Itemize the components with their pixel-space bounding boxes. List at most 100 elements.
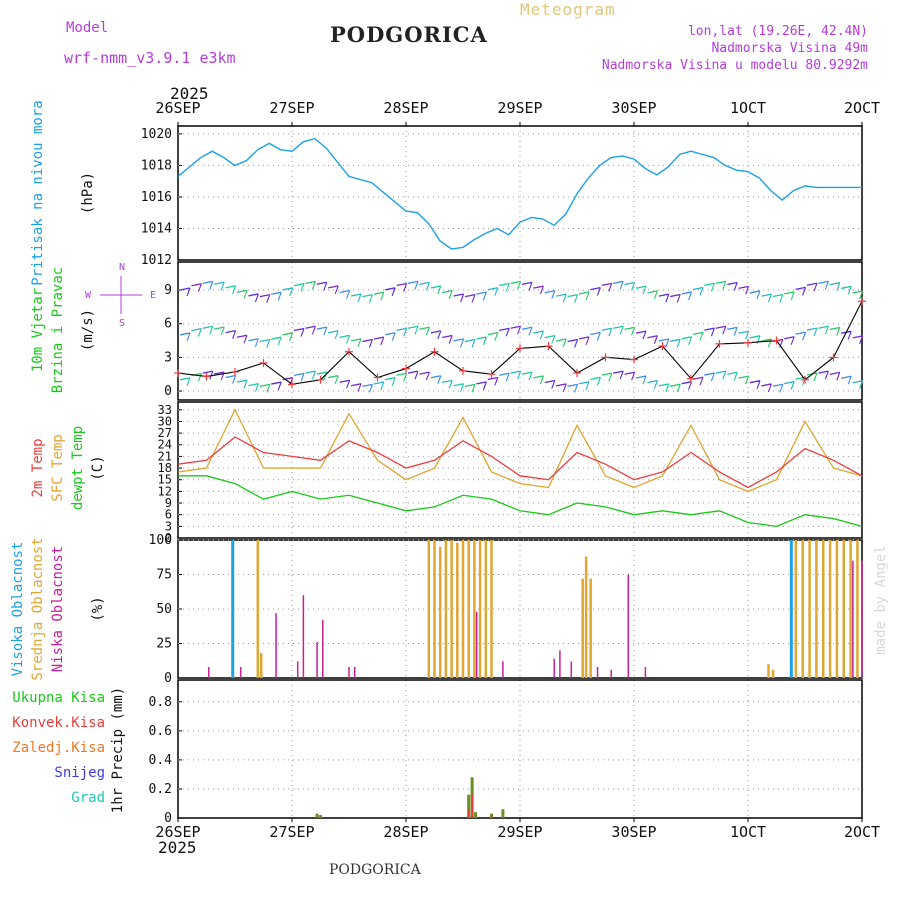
low-cloud-bar	[502, 661, 504, 678]
wind-barb	[824, 370, 829, 380]
wind-barb	[510, 325, 521, 329]
wind-barb	[396, 282, 407, 287]
wind-barb	[339, 289, 350, 294]
wind-barb	[380, 292, 385, 301]
wind-speed-marker	[231, 367, 239, 376]
wind-barb	[824, 326, 829, 335]
wind-barb	[790, 381, 795, 390]
y-tick-precip-3: 0.6	[149, 724, 172, 739]
x-tick-bottom-3: 29SEP	[497, 823, 542, 841]
wind-legend-n: N	[119, 262, 125, 273]
wind-barb	[191, 327, 202, 332]
wind-barb	[225, 285, 236, 289]
wind-barb	[464, 338, 476, 343]
pressure-title: Pritisak na nivou mora	[30, 100, 46, 285]
wind-barb	[311, 326, 316, 335]
wind-barb	[704, 327, 715, 331]
low-cloud-bar	[570, 661, 573, 678]
wind-barb	[316, 371, 327, 375]
wind-barb	[688, 336, 693, 346]
y-tick-clouds-2: 50	[156, 602, 172, 617]
mid-cloud-bar	[849, 540, 852, 678]
wind-barb	[813, 283, 818, 292]
wind-barb	[715, 370, 726, 374]
mid-cloud-bar	[444, 540, 448, 678]
y-tick-temperature-0: 0	[165, 531, 172, 545]
wind-barb	[567, 338, 578, 343]
wind-barb	[214, 326, 225, 330]
wind-barb	[574, 384, 579, 393]
wind-barb	[391, 287, 396, 297]
wind-barb	[802, 332, 807, 341]
wind-barb	[749, 335, 761, 339]
wind-barb	[836, 327, 841, 336]
wind-barb	[357, 383, 362, 392]
wind-barb	[722, 326, 727, 335]
wind-barb	[448, 335, 453, 344]
y-tick-precip-1: 0.2	[149, 782, 172, 797]
precip-legend-3: Snijeg	[54, 765, 105, 781]
wind-barb	[300, 283, 305, 292]
mid-cloud-bar	[456, 542, 459, 678]
mid-cloud-bar	[450, 540, 453, 678]
wind-barb	[818, 325, 829, 329]
wind-barb	[328, 375, 339, 379]
wind-barb	[533, 330, 544, 334]
wind-barb	[517, 326, 522, 335]
y-tick-temperature-6: 18	[158, 461, 172, 475]
wind-barb	[795, 331, 806, 335]
wind-barb	[225, 374, 236, 379]
wind-barb	[499, 282, 510, 287]
wind-barb	[328, 330, 339, 334]
wind-barb	[847, 331, 852, 340]
y-tick-wind-1: 3	[164, 350, 172, 365]
mid-cloud-title: Srednja Oblacnost	[30, 537, 46, 680]
wind-barb	[749, 380, 761, 384]
x-tick-bottom-5: 1OCT	[730, 823, 766, 841]
wind-barb	[806, 327, 818, 331]
wind-barb	[585, 336, 590, 346]
wind-barb	[818, 370, 829, 374]
wind-barb	[259, 383, 270, 388]
wind-barb	[556, 338, 567, 342]
y-tick-temperature-3: 9	[165, 496, 172, 510]
wind-barb	[334, 330, 339, 339]
wind-barb	[551, 380, 556, 389]
wind-barb	[699, 287, 704, 296]
low-cloud-bar	[296, 661, 299, 678]
conv-precip-bar	[490, 815, 493, 818]
y-tick-temperature-8: 24	[158, 438, 172, 452]
wind-barb	[425, 327, 430, 336]
wind-barb	[681, 381, 692, 385]
wind-barb	[619, 326, 624, 335]
mid-cloud-bar	[808, 540, 811, 678]
wind-barb	[266, 384, 271, 393]
wind-barb	[567, 293, 578, 298]
wind-barb	[818, 280, 829, 284]
wind-barb	[186, 332, 191, 342]
wind-barb	[209, 326, 214, 335]
wind-barb	[722, 370, 727, 380]
wind-barb	[727, 326, 738, 331]
wind-barb	[772, 293, 783, 298]
wind-barb	[710, 327, 715, 337]
footer-station: PODGORICA	[329, 862, 421, 878]
wind-barb	[658, 383, 669, 387]
wind-barb	[368, 294, 373, 303]
wind-barb	[425, 282, 430, 291]
wind-barb	[806, 282, 818, 286]
wind-barb	[197, 328, 202, 337]
wind-barb	[487, 287, 498, 291]
y-tick-temperature-1: 3	[165, 519, 172, 533]
wind-barb	[437, 285, 442, 295]
wind-barb	[305, 325, 316, 329]
mid-cloud-bar	[584, 556, 588, 678]
wind-speed-marker	[858, 297, 866, 306]
mid-cloud-bar	[589, 578, 592, 678]
wind-barb	[578, 291, 590, 295]
wind-speed-marker	[316, 375, 325, 384]
wind-barb	[733, 327, 738, 336]
wind-barb	[642, 286, 647, 295]
wind-barb	[460, 293, 465, 303]
wind-barb	[414, 281, 419, 290]
